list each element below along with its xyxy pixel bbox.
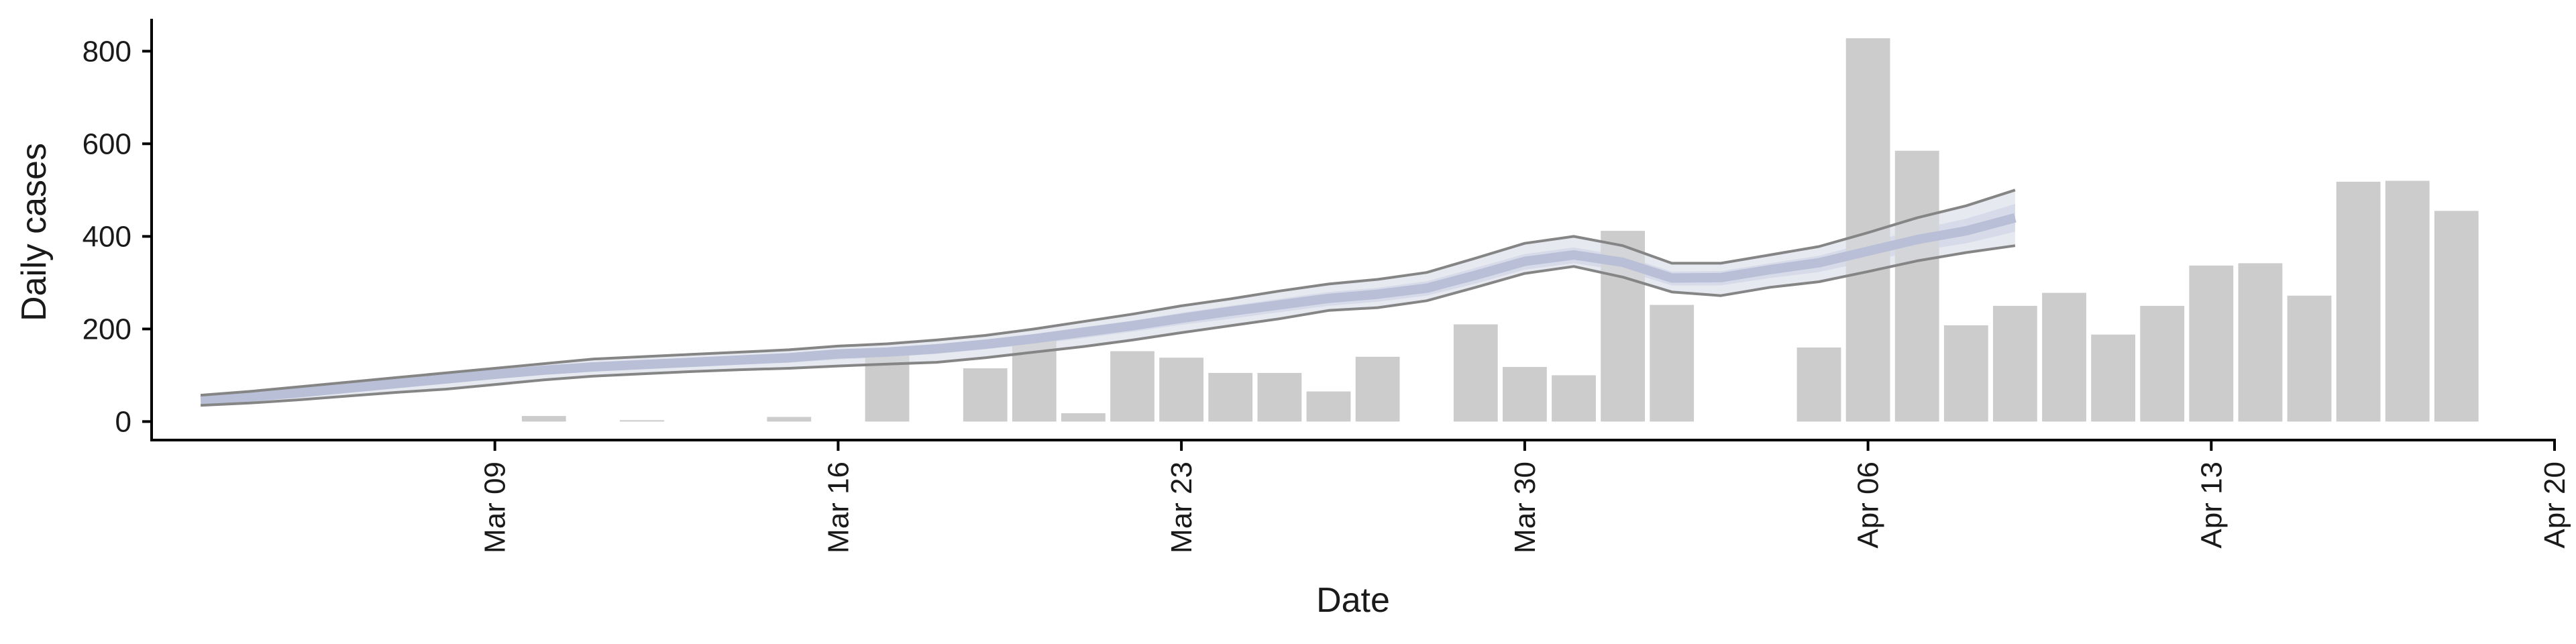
y-ticks: 0 200 400 600 800: [83, 35, 152, 438]
bar: [1159, 358, 1203, 422]
x-tick-label: Apr 13: [2195, 462, 2228, 549]
bar: [1796, 347, 1841, 422]
bar: [1650, 305, 1695, 422]
axes: [150, 19, 2556, 441]
y-tick-label: 400: [83, 220, 131, 253]
bar: [2091, 334, 2135, 422]
x-tick-label: Mar 09: [479, 462, 512, 553]
x-tick-label: Apr 20: [2538, 462, 2571, 549]
bar: [1993, 305, 2037, 422]
bar: [2434, 211, 2479, 422]
median-line: [200, 213, 2017, 405]
bar: [1552, 375, 1596, 422]
bar: [1061, 413, 1106, 422]
bar: [767, 417, 812, 422]
bar: [1845, 38, 1890, 422]
bar: [2238, 263, 2283, 422]
bar: [865, 350, 910, 422]
estimate-lines: [200, 189, 2017, 407]
bar-series: [521, 38, 2479, 422]
bar: [1110, 351, 1155, 422]
bar: [2189, 265, 2234, 422]
bar: [1208, 372, 1253, 422]
bar: [1503, 367, 1547, 422]
x-tick-label: Mar 30: [1509, 462, 1542, 553]
bar: [2385, 180, 2430, 422]
x-tick-label: Mar 16: [822, 462, 855, 553]
y-tick-label: 200: [83, 313, 131, 345]
bar: [2287, 295, 2332, 422]
band-outer: [201, 190, 2015, 406]
bar: [2336, 181, 2381, 422]
bar: [1355, 356, 1400, 422]
bar: [521, 416, 566, 422]
band-overlay: [201, 190, 2015, 406]
bar: [1943, 325, 1988, 422]
bar: [963, 368, 1008, 422]
bar: [2140, 305, 2185, 422]
y-tick-label: 0: [115, 405, 131, 438]
bar: [620, 420, 664, 422]
y-tick-label: 800: [83, 35, 131, 68]
x-tick-label: Mar 23: [1165, 462, 1198, 553]
y-tick-label: 600: [83, 127, 131, 160]
bar: [1894, 150, 1939, 422]
bar: [2042, 292, 2086, 422]
bar: [1453, 324, 1498, 422]
x-tick-label: Apr 06: [1852, 462, 1885, 549]
y-axis-title: Daily cases: [15, 143, 54, 321]
x-ticks: Mar 09 Mar 16 Mar 23 Mar 30 Apr 06 Apr 13 Apr …: [479, 440, 2571, 553]
bar: [1257, 372, 1302, 422]
x-axis-title: Date: [1316, 581, 1390, 620]
bar: [1306, 391, 1351, 422]
upper-bound-line: [200, 189, 2016, 397]
lower-bound-line: [201, 244, 2016, 407]
